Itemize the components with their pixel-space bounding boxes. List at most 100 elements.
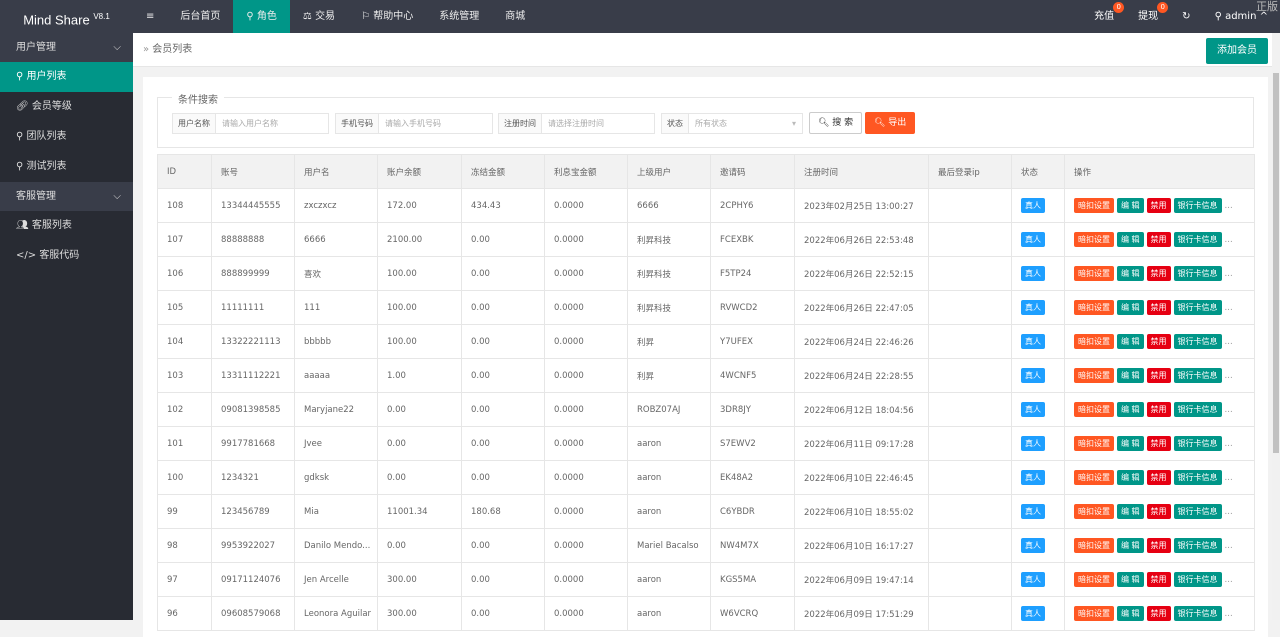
dark-deduct-button[interactable]: 暗扣设置 <box>1074 368 1114 383</box>
status-value[interactable]: 所有状态 <box>695 119 727 128</box>
edit-button[interactable]: 编 辑 <box>1117 436 1144 451</box>
sidebar-group-service[interactable]: 客服管理 ⌵ <box>0 182 133 211</box>
phone-field[interactable]: 手机号码 请输入手机号码 <box>335 113 493 134</box>
dark-deduct-button[interactable]: 暗扣设置 <box>1074 198 1114 213</box>
bank-card-button[interactable]: 银行卡信息 <box>1173 538 1222 553</box>
dark-deduct-button[interactable]: 暗扣设置 <box>1074 266 1114 281</box>
bank-card-button[interactable]: 银行卡信息 <box>1173 470 1222 485</box>
edit-button[interactable]: 编 辑 <box>1117 538 1144 553</box>
export-button[interactable]: 🔍︎ 导出 <box>865 112 916 134</box>
sidebar-group-user[interactable]: 用户管理 ⌵ <box>0 33 133 62</box>
sidebar-item-user-list[interactable]: ⚲ 用户列表 <box>0 62 133 92</box>
disable-button[interactable]: 禁用 <box>1146 436 1171 451</box>
table-cell <box>928 528 1012 563</box>
scrollbar[interactable] <box>1272 33 1280 620</box>
nav-shop[interactable]: 商城 <box>505 11 526 22</box>
scrollbar-thumb[interactable] <box>1273 73 1279 453</box>
user-menu[interactable]: ⚲ admin ^ <box>1203 0 1280 33</box>
disable-button[interactable]: 禁用 <box>1146 470 1171 485</box>
bank-card-button[interactable]: 银行卡信息 <box>1173 232 1222 247</box>
more-actions[interactable]: ... <box>1224 609 1233 619</box>
date-field[interactable]: 注册时间 请选择注册时间 <box>498 113 655 134</box>
dark-deduct-button[interactable]: 暗扣设置 <box>1074 436 1114 451</box>
bank-card-button[interactable]: 银行卡信息 <box>1173 368 1222 383</box>
dark-deduct-button[interactable]: 暗扣设置 <box>1074 572 1114 587</box>
disable-button[interactable]: 禁用 <box>1146 368 1171 383</box>
edit-button[interactable]: 编 辑 <box>1117 334 1144 349</box>
status-select[interactable]: 状态 所有状态 ▾ <box>661 113 803 134</box>
bank-card-button[interactable]: 银行卡信息 <box>1173 300 1222 315</box>
disable-button[interactable]: 禁用 <box>1146 538 1171 553</box>
bank-card-button[interactable]: 银行卡信息 <box>1173 572 1222 587</box>
nav-role[interactable]: ⚲ 角色 <box>233 0 290 33</box>
more-actions[interactable]: ... <box>1224 201 1233 211</box>
edit-button[interactable]: 编 辑 <box>1117 368 1144 383</box>
disable-button[interactable]: 禁用 <box>1146 606 1171 621</box>
recharge-link[interactable]: 充值 0 <box>1082 0 1126 33</box>
dark-deduct-button[interactable]: 暗扣设置 <box>1074 606 1114 621</box>
username-field[interactable]: 用户名称 请输入用户名称 <box>172 113 329 134</box>
disable-button[interactable]: 禁用 <box>1146 198 1171 213</box>
sidebar-item-service-code[interactable]: </> 客服代码 <box>0 241 133 271</box>
edit-button[interactable]: 编 辑 <box>1117 198 1144 213</box>
edit-button[interactable]: 编 辑 <box>1117 232 1144 247</box>
nav-trade[interactable]: ⚖ 交易 <box>302 11 336 22</box>
chevron-down-icon: ⌵ <box>113 191 121 202</box>
more-actions[interactable]: ... <box>1224 575 1233 585</box>
date-input[interactable]: 请选择注册时间 <box>548 119 604 128</box>
sidebar-item-member-level[interactable]: 🔗︎ 会员等级 <box>0 92 133 122</box>
more-actions[interactable]: ... <box>1224 269 1233 279</box>
disable-button[interactable]: 禁用 <box>1146 334 1171 349</box>
more-actions[interactable]: ... <box>1224 473 1233 483</box>
more-actions[interactable]: ... <box>1224 405 1233 415</box>
edit-button[interactable]: 编 辑 <box>1117 402 1144 417</box>
bank-card-button[interactable]: 银行卡信息 <box>1173 198 1222 213</box>
nav-system[interactable]: 系统管理 <box>439 11 480 22</box>
disable-button[interactable]: 禁用 <box>1146 266 1171 281</box>
dark-deduct-button[interactable]: 暗扣设置 <box>1074 232 1114 247</box>
nav-home[interactable]: 后台首页 <box>180 11 221 22</box>
dark-deduct-button[interactable]: 暗扣设置 <box>1074 334 1114 349</box>
dark-deduct-button[interactable]: 暗扣设置 <box>1074 538 1114 553</box>
edit-button[interactable]: 编 辑 <box>1117 300 1144 315</box>
disable-button[interactable]: 禁用 <box>1146 232 1171 247</box>
disable-button[interactable]: 禁用 <box>1146 402 1171 417</box>
more-actions[interactable]: ... <box>1224 235 1233 245</box>
menu-toggle-icon[interactable]: ≡ <box>146 11 155 22</box>
more-actions[interactable]: ... <box>1224 507 1233 517</box>
nav-help[interactable]: ⚐ 帮助中心 <box>361 11 414 22</box>
dark-deduct-button[interactable]: 暗扣设置 <box>1074 402 1114 417</box>
bank-card-button[interactable]: 银行卡信息 <box>1173 334 1222 349</box>
add-member-button[interactable]: 添加会员 <box>1206 38 1268 64</box>
username-input[interactable]: 请输入用户名称 <box>222 119 278 128</box>
more-actions[interactable]: ... <box>1224 337 1233 347</box>
disable-button[interactable]: 禁用 <box>1146 504 1171 519</box>
bank-card-button[interactable]: 银行卡信息 <box>1173 606 1222 621</box>
table-cell: NW4M7X <box>710 528 795 563</box>
sidebar-item-service-list[interactable]: 👥︎ 客服列表 <box>0 211 133 241</box>
disable-button[interactable]: 禁用 <box>1146 300 1171 315</box>
bank-card-button[interactable]: 银行卡信息 <box>1173 402 1222 417</box>
phone-input[interactable]: 请输入手机号码 <box>385 119 441 128</box>
bank-card-button[interactable]: 银行卡信息 <box>1173 266 1222 281</box>
withdraw-link[interactable]: 提现 0 <box>1126 0 1170 33</box>
dark-deduct-button[interactable]: 暗扣设置 <box>1074 504 1114 519</box>
more-actions[interactable]: ... <box>1224 439 1233 449</box>
sidebar-item-team-list[interactable]: ⚲ 团队列表 <box>0 122 133 152</box>
refresh-icon[interactable]: ↻ <box>1182 11 1191 22</box>
more-actions[interactable]: ... <box>1224 303 1233 313</box>
edit-button[interactable]: 编 辑 <box>1117 504 1144 519</box>
search-button[interactable]: 🔍︎ 搜 索 <box>809 112 863 134</box>
edit-button[interactable]: 编 辑 <box>1117 470 1144 485</box>
edit-button[interactable]: 编 辑 <box>1117 572 1144 587</box>
edit-button[interactable]: 编 辑 <box>1117 606 1144 621</box>
dark-deduct-button[interactable]: 暗扣设置 <box>1074 300 1114 315</box>
sidebar-item-test-list[interactable]: ⚲ 测试列表 <box>0 152 133 182</box>
bank-card-button[interactable]: 银行卡信息 <box>1173 504 1222 519</box>
more-actions[interactable]: ... <box>1224 541 1233 551</box>
dark-deduct-button[interactable]: 暗扣设置 <box>1074 470 1114 485</box>
disable-button[interactable]: 禁用 <box>1146 572 1171 587</box>
edit-button[interactable]: 编 辑 <box>1117 266 1144 281</box>
more-actions[interactable]: ... <box>1224 371 1233 381</box>
bank-card-button[interactable]: 银行卡信息 <box>1173 436 1222 451</box>
